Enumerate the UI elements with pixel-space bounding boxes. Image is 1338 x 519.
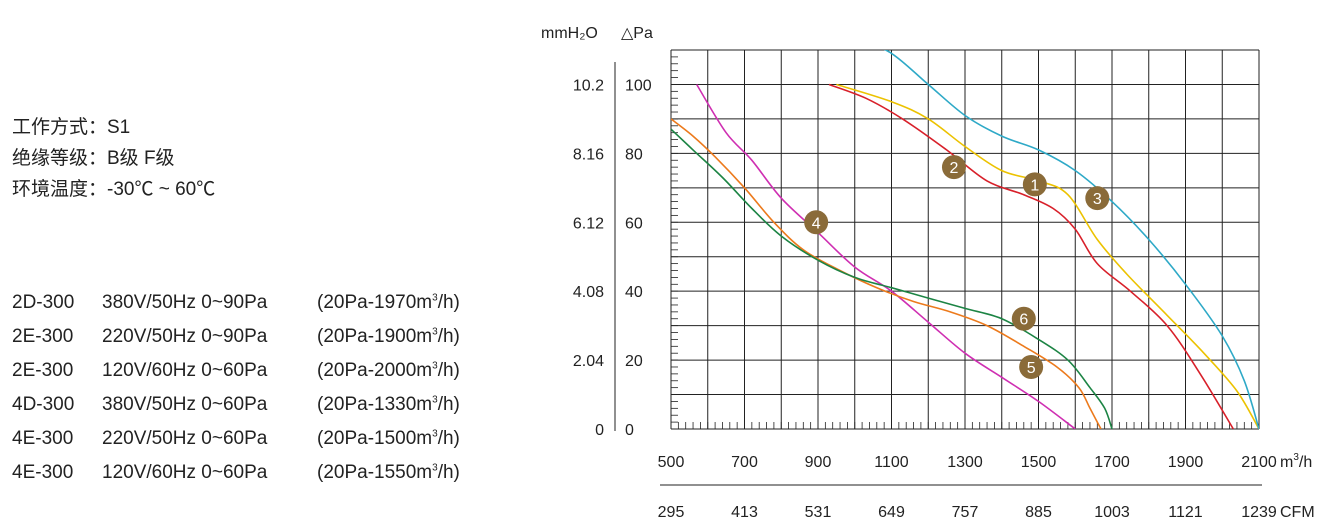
x-unit-m3h-label: m3/h bbox=[1280, 452, 1312, 471]
x-tick-cfm: 1121 bbox=[1168, 504, 1203, 519]
x-tick-m3h: 1100 bbox=[874, 454, 909, 471]
model-name: 2E-300 bbox=[12, 360, 74, 381]
x-tick-m3h: 2100 bbox=[1241, 454, 1277, 471]
model-row: 4E-300 220V/50Hz 0~60Pa (20Pa-1500m3/h) bbox=[12, 422, 460, 456]
work-mode-text: 工作方式：S1 bbox=[12, 117, 131, 138]
curve-marker-4 bbox=[804, 210, 829, 235]
x-tick-cfm: 1003 bbox=[1094, 504, 1130, 519]
curve-5 bbox=[671, 118, 1102, 429]
curve-3 bbox=[884, 50, 1259, 429]
y-tick-mmh2o: 2.04 bbox=[573, 353, 604, 370]
model-name: 4E-300 bbox=[12, 462, 74, 483]
curve-marker-3 bbox=[1085, 186, 1110, 211]
x-tick-m3h: 1700 bbox=[1094, 454, 1130, 471]
axis-tick-labels: 0 0 20 2.04 40 4.08 60 6.12 80 8.16 100 10.2 500 700 9… bbox=[573, 77, 1277, 519]
x-tick-m3h: 1300 bbox=[947, 454, 983, 471]
model-name: 2E-300 bbox=[12, 326, 74, 347]
curve-marker-label: 1 bbox=[1030, 177, 1039, 194]
model-power: 220V/50Hz 0~60Pa bbox=[102, 428, 268, 449]
model-rated-point: (20Pa-1900m3/h) bbox=[317, 326, 460, 347]
x-tick-m3h: 500 bbox=[658, 454, 685, 471]
y-tick-pa: 100 bbox=[625, 77, 652, 94]
model-rated-point: (20Pa-1330m3/h) bbox=[317, 394, 460, 415]
y-tick-pa: 0 bbox=[625, 422, 634, 439]
curve-marker-2 bbox=[941, 155, 966, 180]
model-row: 4E-300 120V/60Hz 0~60Pa (20Pa-1550m3/h) bbox=[12, 456, 460, 490]
curve-marker-label: 5 bbox=[1027, 360, 1036, 377]
x-tick-cfm: 295 bbox=[658, 504, 685, 519]
x-tick-cfm: 1239 bbox=[1241, 504, 1277, 519]
curve-marker-label: 3 bbox=[1093, 191, 1102, 208]
model-row: 2E-300 220V/50Hz 0~90Pa (20Pa-1900m3/h) bbox=[12, 320, 460, 354]
x-tick-cfm: 757 bbox=[952, 504, 979, 519]
model-list: 2D-300 380V/50Hz 0~90Pa (20Pa-1970m3/h) … bbox=[12, 286, 460, 490]
y-left-unit-label: mmH₂O bbox=[541, 25, 598, 42]
x-tick-cfm: 413 bbox=[731, 504, 758, 519]
curve-4 bbox=[696, 84, 1076, 429]
x-tick-m3h: 700 bbox=[731, 454, 758, 471]
y-tick-pa: 60 bbox=[625, 215, 643, 232]
model-rated-point: (20Pa-2000m3/h) bbox=[317, 360, 460, 381]
model-rated-point: (20Pa-1500m3/h) bbox=[317, 428, 460, 449]
model-row: 2E-300 120V/60Hz 0~60Pa (20Pa-2000m3/h) bbox=[12, 354, 460, 388]
model-row: 2D-300 380V/50Hz 0~90Pa (20Pa-1970m3/h) bbox=[12, 286, 460, 320]
model-power: 120V/60Hz 0~60Pa bbox=[102, 360, 268, 381]
model-power: 380V/50Hz 0~60Pa bbox=[102, 394, 268, 415]
model-name: 4D-300 bbox=[12, 394, 75, 415]
ambient-temperature-text: 环境温度：-30℃ ~ 60℃ bbox=[12, 179, 216, 200]
curve-6 bbox=[671, 128, 1113, 429]
x-tick-cfm: 531 bbox=[805, 504, 832, 519]
y-tick-pa: 20 bbox=[625, 353, 643, 370]
model-rated-point: (20Pa-1550m3/h) bbox=[317, 462, 460, 483]
model-power: 220V/50Hz 0~90Pa bbox=[102, 326, 268, 347]
curve-marker-label: 2 bbox=[950, 160, 959, 177]
curve-marker-5 bbox=[1019, 354, 1044, 379]
y-tick-mmh2o: 0 bbox=[595, 422, 604, 439]
model-power: 380V/50Hz 0~90Pa bbox=[102, 292, 268, 313]
x-tick-cfm: 649 bbox=[878, 504, 905, 519]
curve-markers: 1 2 3 4 5 6 bbox=[804, 155, 1110, 379]
curve-marker-6 bbox=[1011, 306, 1036, 331]
model-name: 2D-300 bbox=[12, 292, 75, 313]
y-tick-pa: 40 bbox=[625, 284, 643, 301]
spec-block: 工作方式：S1 绝缘等级：B级 F级 环境温度：-30℃ ~ 60℃ bbox=[12, 112, 215, 205]
y-tick-mmh2o: 8.16 bbox=[573, 146, 604, 163]
model-row: 4D-300 380V/50Hz 0~60Pa (20Pa-1330m3/h) bbox=[12, 388, 460, 422]
x-tick-m3h: 1500 bbox=[1021, 454, 1057, 471]
y-tick-pa: 80 bbox=[625, 146, 643, 163]
y-tick-mmh2o: 6.12 bbox=[573, 215, 604, 232]
y-right-unit-label: △Pa bbox=[621, 25, 653, 42]
curve-marker-1 bbox=[1022, 172, 1047, 197]
curve-marker-label: 4 bbox=[812, 215, 821, 232]
insulation-class-text: 绝缘等级：B级 F级 bbox=[12, 148, 175, 169]
performance-curves bbox=[671, 50, 1259, 429]
y-tick-mmh2o: 4.08 bbox=[573, 284, 604, 301]
y-tick-mmh2o: 10.2 bbox=[573, 77, 604, 94]
curve-marker-label: 6 bbox=[1019, 312, 1028, 329]
x-tick-m3h: 900 bbox=[805, 454, 832, 471]
chart-grid bbox=[614, 49, 1260, 431]
x-tick-cfm: 885 bbox=[1025, 504, 1052, 519]
x-unit-cfm-label: CFM bbox=[1280, 504, 1315, 519]
x-tick-m3h: 1900 bbox=[1168, 454, 1204, 471]
model-name: 4E-300 bbox=[12, 428, 74, 449]
model-rated-point: (20Pa-1970m3/h) bbox=[317, 292, 460, 313]
curve-2 bbox=[828, 83, 1234, 429]
curve-1 bbox=[836, 83, 1259, 429]
model-power: 120V/60Hz 0~60Pa bbox=[102, 462, 268, 483]
